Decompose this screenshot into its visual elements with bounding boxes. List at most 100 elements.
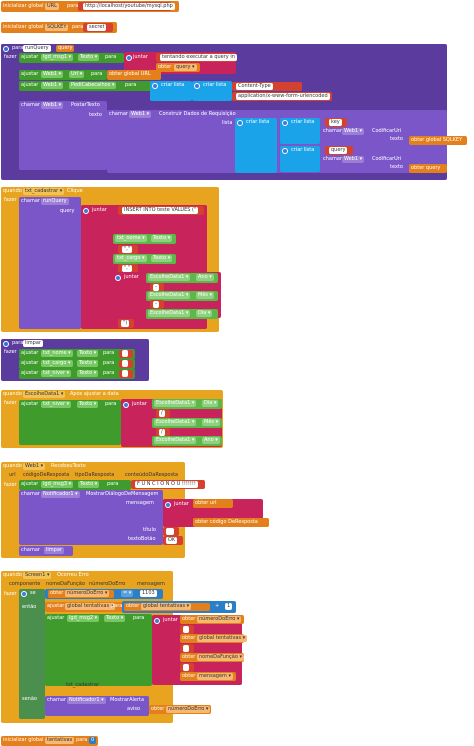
text-key[interactable]: key: [325, 118, 347, 127]
set-txt-cargo[interactable]: ajustar txt_cargo Texto para: [19, 359, 135, 369]
procedure-runquery[interactable]: runQuery: [41, 198, 69, 205]
get-ano[interactable]: EscolheData1 Ano: [152, 436, 222, 446]
component-notificador1[interactable]: Notificador1: [67, 697, 106, 704]
empty-value[interactable]: [183, 645, 189, 652]
empty-value[interactable]: [183, 626, 189, 633]
gear-icon[interactable]: [123, 402, 129, 408]
get-mes[interactable]: EscolheData1 Mês: [146, 291, 218, 301]
set-txt-niver-date[interactable]: ajustar txt_niver Texto para: [19, 400, 121, 445]
component-web1[interactable]: Web1: [342, 156, 365, 163]
gear-icon[interactable]: [3, 341, 9, 347]
sqlkey-value[interactable]: secret: [87, 24, 107, 31]
obter-global-sqlkey[interactable]: obter global SQLKEY: [409, 136, 467, 145]
text-dash2[interactable]: -: [150, 300, 164, 309]
text-value[interactable]: Content-Type: [236, 83, 273, 90]
prop-texto[interactable]: Texto: [151, 235, 173, 242]
obter-query-2[interactable]: obter query: [409, 164, 447, 173]
call-limpar[interactable]: chamar limpar: [19, 546, 73, 556]
gear-icon[interactable]: [165, 502, 171, 508]
empty-text[interactable]: [119, 360, 133, 368]
prop-mes[interactable]: Mês: [196, 292, 215, 299]
prop-texto[interactable]: Texto: [78, 54, 100, 61]
empty-text-2[interactable]: [180, 644, 194, 653]
text-tentando[interactable]: tentando executar a query in: [156, 53, 237, 62]
component-escolhedata1[interactable]: EscolheData1: [148, 292, 191, 299]
text-funcionou[interactable]: F U N C I O N O U !!!!!!!: [131, 480, 205, 489]
text-value[interactable]: "): [121, 320, 130, 327]
url-text-block[interactable]: http://localhost/youtube/mysql.php: [78, 2, 175, 11]
create-list-key[interactable]: criar lista: [280, 118, 320, 144]
component-escolhedata1[interactable]: EscolheData1: [148, 310, 191, 317]
text-dash1[interactable]: -: [150, 283, 164, 292]
obter-v3[interactable]: obter nomeDaFunção: [180, 653, 245, 662]
text-insert[interactable]: INSERT INTO teste VALUES (": [118, 206, 204, 215]
if-block[interactable]: se então senão: [19, 589, 45, 719]
sqlkey-text-block[interactable]: secret: [83, 23, 113, 32]
text-value[interactable]: tentando executar a query in: [160, 54, 237, 61]
text-content-type[interactable]: Content-Type: [232, 82, 302, 91]
text-value[interactable]: INSERT INTO teste VALUES (": [122, 207, 199, 214]
number-1103[interactable]: 1103: [140, 590, 157, 597]
obter-v1[interactable]: obter númeroDoErro: [180, 615, 244, 624]
set-web1-url[interactable]: ajustar Web1 Url para: [19, 70, 107, 80]
var-nomedafuncao[interactable]: nomeDaFunção: [197, 654, 245, 661]
prop-texto[interactable]: Texto: [151, 255, 173, 262]
set-lgd-msg2[interactable]: ajustar lgd_msg2 Texto para txt_cadastra…: [45, 614, 152, 688]
text-value[interactable]: /: [159, 429, 165, 436]
empty-text-1[interactable]: [180, 625, 194, 634]
procedure-name[interactable]: limpar: [23, 340, 43, 347]
var-query[interactable]: query: [174, 64, 197, 71]
component-lgd-msg3[interactable]: lgd_msg3: [41, 481, 74, 488]
text-value[interactable]: ",": [122, 246, 133, 253]
get-txt-cargo[interactable]: txt_cargo Texto: [113, 254, 176, 264]
text-value[interactable]: ",": [122, 265, 133, 272]
text-value[interactable]: application/x-www-form-urlencoded: [236, 93, 330, 100]
add-block[interactable]: obter global tentativas + 1: [122, 601, 236, 613]
component-web1[interactable]: Web1: [41, 82, 64, 89]
text-value[interactable]: -: [153, 284, 159, 291]
create-list-1[interactable]: criar lista: [150, 81, 192, 101]
prop-ano[interactable]: Ano: [202, 437, 220, 444]
empty-value[interactable]: [183, 664, 189, 671]
component-escolhedata1[interactable]: EscolheData1: [148, 274, 191, 281]
obter-v4[interactable]: obter mensagem: [180, 672, 236, 681]
component-notificador1[interactable]: Notificador1: [41, 491, 80, 498]
obter-v5[interactable]: obter númeroDoErro: [149, 705, 211, 714]
empty-value[interactable]: [122, 370, 128, 377]
empty-text[interactable]: [119, 350, 133, 358]
text-value[interactable]: /: [159, 410, 165, 417]
empty-value[interactable]: [122, 360, 128, 367]
component-lgd-msg1[interactable]: lgd_msg1: [41, 54, 74, 61]
var-numerodoerro[interactable]: númeroDoErro: [65, 590, 110, 597]
component-screen1[interactable]: Screen1: [23, 572, 52, 579]
get-dia[interactable]: EscolheData1 Dia: [152, 399, 222, 409]
call-runquery[interactable]: chamar runQuery query: [19, 197, 81, 329]
get-ano[interactable]: EscolheData1 Ano: [146, 273, 218, 283]
obter-v2[interactable]: obter global tentativas: [180, 634, 248, 643]
text-titulo[interactable]: [163, 527, 179, 536]
gear-icon[interactable]: [282, 120, 288, 126]
empty-value[interactable]: [122, 350, 128, 357]
component-escolhedata1[interactable]: EscolheData1: [154, 400, 197, 407]
component-txt-nome[interactable]: txt_nome: [115, 235, 147, 242]
get-txt-nome[interactable]: txt_nome Texto: [113, 234, 176, 244]
prop-dia[interactable]: Dia: [196, 310, 213, 317]
gear-icon[interactable]: [126, 55, 132, 61]
text-sep2[interactable]: ",": [118, 264, 138, 273]
global-sqlkey-block[interactable]: inicializar global SQLKEY para secret: [1, 22, 117, 33]
text-application[interactable]: application/x-www-form-urlencoded: [232, 92, 332, 101]
text-slash2[interactable]: /: [156, 428, 170, 437]
set-lgd-msg1[interactable]: ajustar lgd_msg1 Texto para: [19, 53, 124, 63]
empty-text-3[interactable]: [180, 663, 194, 672]
set-txt-nome[interactable]: ajustar txt_nome Texto para: [19, 349, 135, 359]
create-list-query[interactable]: criar lista: [280, 146, 320, 172]
gear-icon[interactable]: [237, 120, 243, 126]
obter-codigo[interactable]: obter código DeResposta: [193, 518, 269, 527]
prop-texto[interactable]: Texto: [104, 615, 126, 622]
set-lgd-msg3[interactable]: ajustar lgd_msg3 Texto para: [19, 480, 131, 490]
component-escolhedata1[interactable]: EscolheData1: [154, 437, 197, 444]
text-close[interactable]: "): [118, 319, 134, 328]
prop-texto[interactable]: Texto: [77, 360, 99, 367]
component-lgd-msg2[interactable]: lgd_msg2: [67, 615, 100, 622]
gear-icon[interactable]: [115, 275, 121, 281]
